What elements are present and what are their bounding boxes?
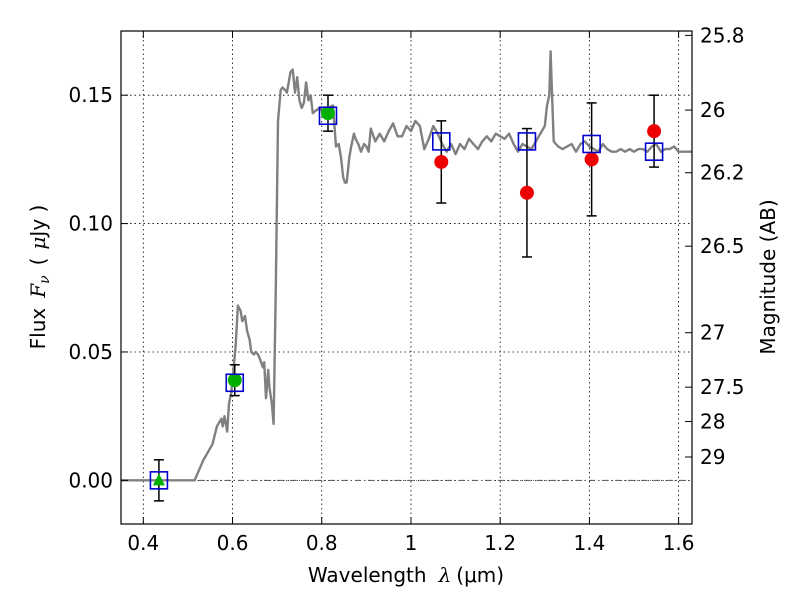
model-flux-marker [431,132,451,151]
observed-flux-marker [320,106,335,121]
model-flux-marker [149,471,169,490]
model-flux-marker [225,373,245,393]
y-tick-label: 0.00 [68,468,113,492]
observed-flux-marker [227,373,242,388]
y2-tick-label: 26.5 [700,234,745,258]
y2-tick-label: 26 [700,98,725,122]
model-flux-marker [318,106,338,126]
x-axis-title: Wavelength λ (μm) [308,563,504,587]
y2-tick-label: 27.5 [700,375,745,399]
x-tick-label: 0.4 [127,531,159,555]
y2-tick-label: 26.2 [700,161,745,185]
tick-labels: 0.4 0.6 0.8 1 1.2 1.4 1.6 0.00 0.05 0.10 0.15 25.8 2… [68,23,744,555]
model-flux-marker [644,142,664,161]
y-tick-label: 0.10 [68,212,113,236]
model-flux-marker [582,134,601,154]
observed-flux-marker [584,152,599,167]
y2-tick-label: 25.8 [700,23,745,47]
sed-template-line [121,50,692,482]
y2-axis-title: Magnitude (AB) [756,199,780,354]
observed-flux-marker [519,185,534,200]
y2-tick-label: 29 [700,445,725,469]
y-axis-title: FluxFν(μJy ) [26,205,53,350]
series-layer [121,50,692,482]
observed-flux-marker [647,124,662,139]
tick-marks [121,31,692,524]
upper-limit-marker [152,473,165,486]
x-tick-label: 0.6 [217,531,249,555]
observed-flux-marker [434,154,449,169]
y2-tick-label: 28 [700,410,725,434]
x-tick-label: 1.4 [573,531,605,555]
x-tick-label: 0.8 [306,531,338,555]
plot-frame [120,30,693,525]
y2-tick-label: 27 [700,321,725,345]
marker-layer [149,94,664,502]
model-flux-marker [517,132,537,151]
x-tick-label: 1.6 [663,531,695,555]
grid [121,31,692,524]
x-tick-label: 1 [405,531,418,555]
x-tick-label: 1.2 [484,531,516,555]
y-tick-label: 0.15 [68,83,113,107]
y-tick-label: 0.05 [68,340,113,364]
